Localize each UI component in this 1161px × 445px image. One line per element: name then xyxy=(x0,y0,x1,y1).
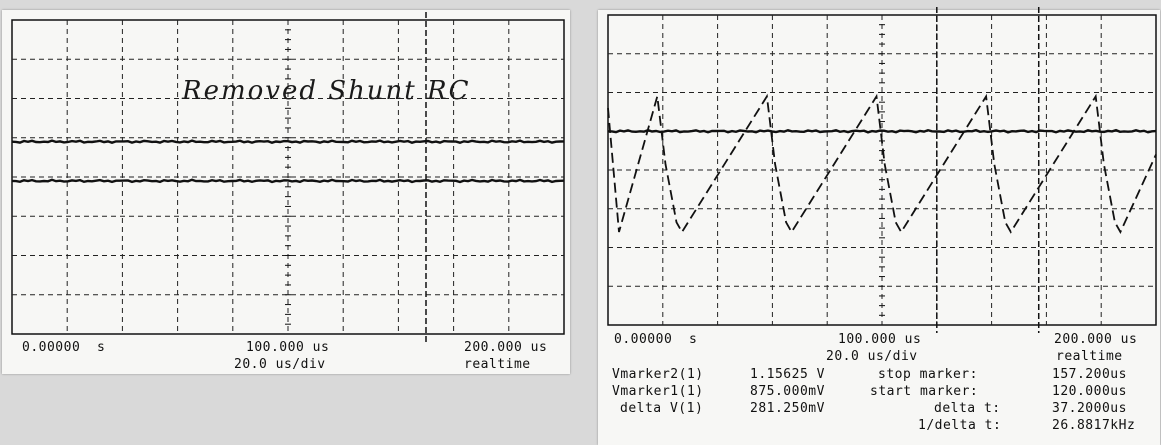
vmarker1-label: Vmarker1(1) xyxy=(612,384,704,399)
flat-trace xyxy=(11,178,565,184)
inverse-delta-t-value: 26.8817kHz xyxy=(1052,418,1136,433)
time-center-label: 100.000 us xyxy=(838,332,922,347)
time-start-label: 0.00000 s xyxy=(614,332,698,347)
vmarker2-value: 1.15625 V xyxy=(750,367,825,382)
sawtooth-trace xyxy=(607,93,1157,234)
delta-t-label: delta t: xyxy=(934,401,1001,416)
flat-trace xyxy=(11,139,565,144)
left-waveform-plot xyxy=(11,12,565,342)
acquisition-mode-label: realtime xyxy=(1056,349,1123,364)
time-end-label: 200.000 us xyxy=(1054,332,1138,347)
stop-marker-label: stop marker: xyxy=(878,367,978,382)
time-start-label: 0.00000 s xyxy=(22,340,106,355)
right-waveform-plot xyxy=(607,7,1157,333)
time-center-label: 100.000 us xyxy=(246,340,330,355)
delta-v-label: delta V(1) xyxy=(620,401,704,416)
vmarker1-value: 875.000mV xyxy=(750,384,825,399)
handwritten-annotation: Removed Shunt RC xyxy=(182,76,471,106)
right-scope-printout: 0.00000 s 100.000 us 200.000 us 20.0 us/… xyxy=(598,7,1160,445)
stop-marker-value: 157.200us xyxy=(1052,367,1127,382)
timebase-label: 20.0 us/div xyxy=(826,349,918,364)
time-end-label: 200.000 us xyxy=(464,340,548,355)
timebase-label: 20.0 us/div xyxy=(234,357,326,372)
acquisition-mode-label: realtime xyxy=(464,357,531,372)
flat-trace xyxy=(607,128,1157,134)
start-marker-label: start marker: xyxy=(870,384,979,399)
left-scope-printout: Removed Shunt RC 0.00000 s 100.000 us 20… xyxy=(2,10,570,374)
delta-t-value: 37.2000us xyxy=(1052,401,1127,416)
start-marker-value: 120.000us xyxy=(1052,384,1127,399)
inverse-delta-t-label: 1/delta t: xyxy=(918,418,1002,433)
delta-v-value: 281.250mV xyxy=(750,401,825,416)
vmarker2-label: Vmarker2(1) xyxy=(612,367,704,382)
